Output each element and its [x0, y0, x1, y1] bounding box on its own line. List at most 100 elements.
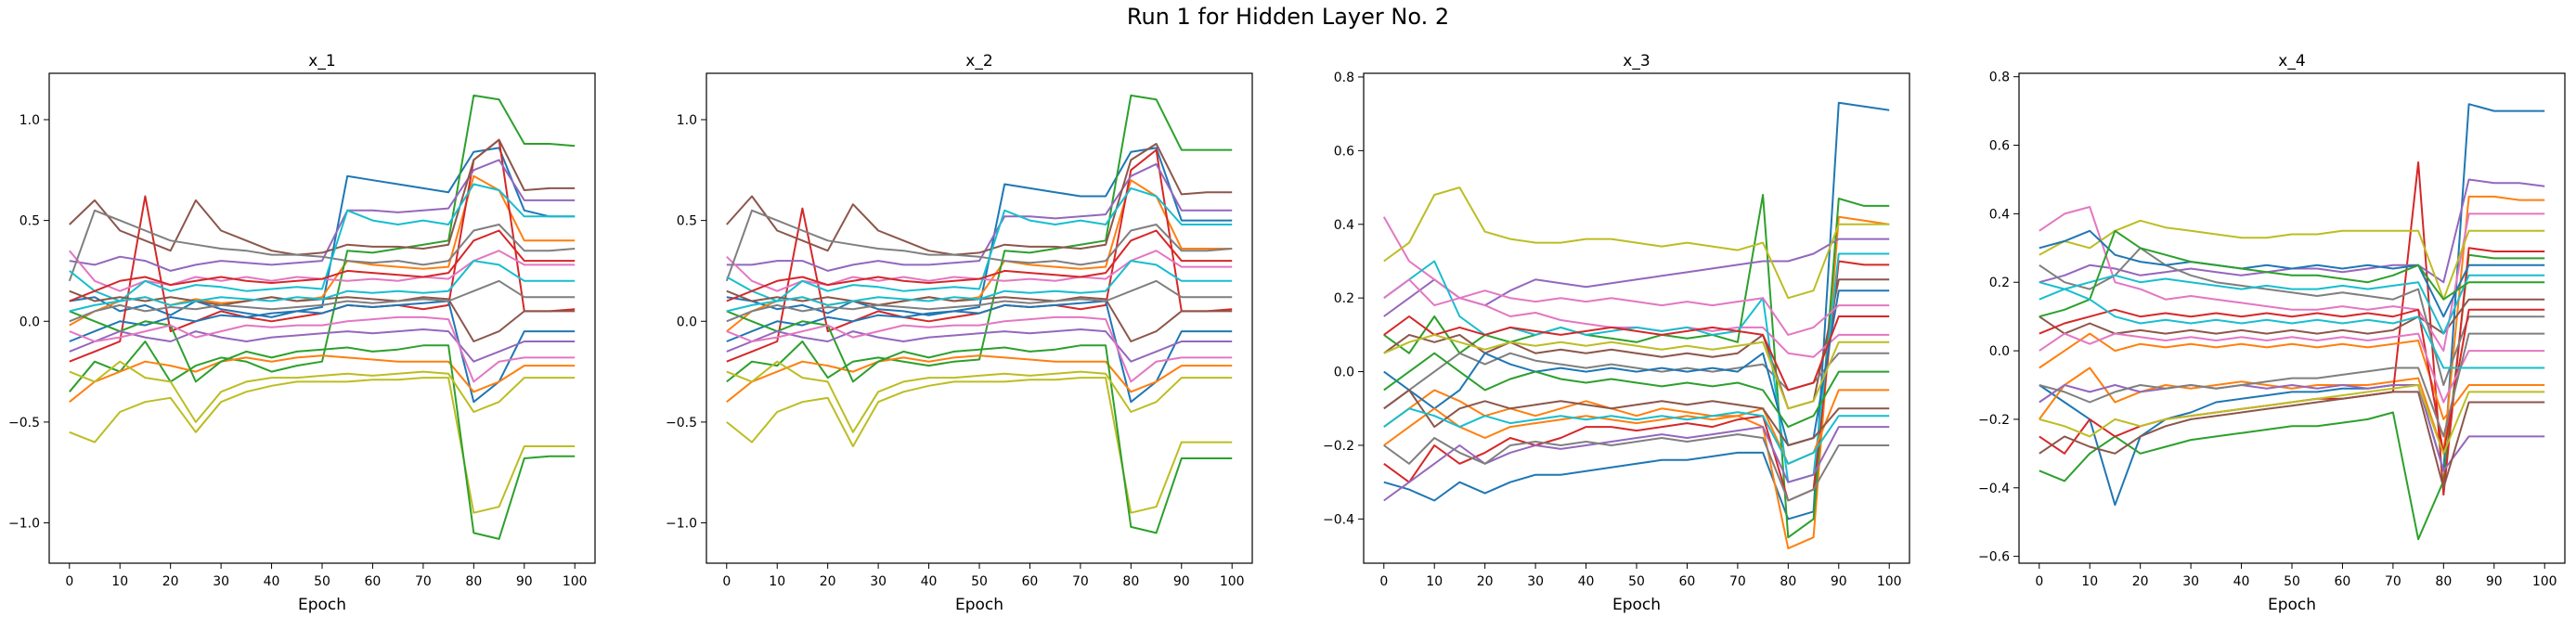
series-line-14 [1383, 315, 1890, 392]
x-tick-label: 60 [1679, 574, 1696, 589]
x-tick-label: 80 [2435, 574, 2452, 589]
subplot-title: x_2 [965, 52, 992, 71]
y-tick-label: 0.2 [1989, 276, 2010, 290]
series-line-18 [69, 279, 576, 323]
series-line-11 [2039, 229, 2545, 318]
subplot-2: 0 10 20 30 40 50 60 70 80 90 100 −1.0 −0.5 0.0 0.5 1.0 x… [666, 52, 1253, 614]
series-group [68, 94, 576, 540]
series-line-15 [726, 328, 1233, 363]
x-tick-label: 100 [1877, 574, 1902, 589]
y-tick-label: 0.6 [1989, 139, 2010, 154]
y-tick-label: 0.0 [677, 315, 697, 329]
series-line-4 [726, 148, 1233, 363]
x-tick-label: 60 [365, 574, 382, 589]
x-tick-label: 10 [1426, 574, 1443, 589]
series-line-9 [2039, 219, 2545, 301]
subplot-title: x_4 [2278, 52, 2305, 71]
series-line-19 [726, 360, 1233, 433]
x-tick-label: 50 [314, 574, 330, 589]
series-line-20 [2039, 281, 2545, 369]
series-line-20 [726, 260, 1233, 313]
series-group [2038, 103, 2545, 541]
series-line-19 [1383, 333, 1890, 410]
series-line-9 [726, 377, 1233, 514]
series-line-6 [726, 143, 1233, 256]
y-tick-label: −0.5 [666, 416, 697, 431]
x-tick-label: 70 [2385, 574, 2401, 589]
series-line-18 [1383, 433, 1890, 502]
plot-frame [48, 72, 596, 564]
x-tick-label: 0 [2035, 574, 2043, 589]
x-tick-label: 50 [971, 574, 988, 589]
series-line-20 [1383, 407, 1890, 465]
x-tick-label: 30 [213, 574, 229, 589]
x-tick-label: 0 [1379, 574, 1388, 589]
x-tick-label: 40 [2233, 574, 2250, 589]
series-line-1 [69, 147, 576, 318]
x-tick-label: 50 [1628, 574, 1645, 589]
series-line-13 [2039, 229, 2545, 318]
series-line-9 [69, 377, 576, 514]
x-tick-label: 70 [415, 574, 432, 589]
y-tick-label: 0.5 [677, 214, 697, 229]
x-tick-label: 70 [1729, 574, 1746, 589]
x-tick-label: 90 [516, 574, 533, 589]
subplot-3: 0 10 20 30 40 50 60 70 80 90 100 −0.4 −0.2 0.0 0.2 0.4 0… [1323, 52, 1910, 614]
subplot-4: 0 10 20 30 40 50 60 70 80 90 100 −0.6 −0.4 −0.2 0.0 0.2… [1978, 52, 2566, 614]
subplot-title: x_1 [308, 52, 335, 71]
series-line-6 [69, 138, 576, 256]
series-line-5 [726, 162, 1233, 272]
x-tick-label: 100 [1220, 574, 1245, 589]
x-tick-label: 10 [769, 574, 785, 589]
y-tick-label: 0.8 [1334, 71, 1354, 85]
x-tick-label: 20 [820, 574, 836, 589]
series-line-19 [2039, 384, 2545, 455]
y-tick-label: 0.8 [1989, 71, 2010, 85]
series-line-6 [2039, 298, 2545, 335]
x-tick-label: 40 [1578, 574, 1595, 589]
series-line-8 [725, 209, 1233, 282]
series-line-3 [2039, 253, 2545, 541]
x-tick-label: 10 [111, 574, 128, 589]
series-group [1382, 101, 1890, 550]
y-tick-label: 0.5 [19, 214, 40, 229]
x-tick-label: 20 [162, 574, 179, 589]
y-tick-label: 0.0 [1989, 344, 2010, 359]
series-line-10 [2039, 274, 2545, 335]
series-line-19 [69, 360, 576, 423]
series-line-10 [69, 183, 576, 302]
x-tick-label: 90 [1173, 574, 1190, 589]
series-line-12 [69, 354, 576, 403]
series-line-16 [2039, 391, 2545, 489]
y-tick-label: 0.4 [1334, 218, 1354, 233]
y-tick-label: −0.4 [1323, 512, 1354, 527]
x-tick-label: 40 [264, 574, 280, 589]
x-tick-label: 70 [1072, 574, 1089, 589]
y-tick-label: −0.2 [1323, 439, 1354, 454]
series-line-5 [69, 159, 576, 272]
series-line-10 [726, 186, 1233, 302]
x-axis-label: Epoch [1612, 596, 1661, 614]
y-tick-label: −0.5 [8, 416, 40, 431]
y-tick-label: −0.4 [1978, 482, 2010, 496]
x-tick-label: 100 [2532, 574, 2557, 589]
series-line-17 [69, 315, 576, 383]
series-line-16 [1383, 389, 1890, 446]
series-line-4 [2039, 161, 2545, 496]
series-line-7 [2039, 206, 2545, 353]
x-tick-label: 90 [1831, 574, 1847, 589]
y-tick-label: 1.0 [19, 113, 40, 128]
series-line-12 [726, 354, 1233, 403]
x-tick-label: 20 [2132, 574, 2149, 589]
series-line-15 [69, 328, 576, 363]
y-tick-label: 0.6 [1334, 144, 1354, 159]
x-tick-label: 30 [1527, 574, 1544, 589]
series-line-2 [726, 179, 1233, 332]
plot-frame [1363, 72, 1910, 564]
x-axis-label: Epoch [955, 596, 1003, 614]
x-tick-label: 60 [1022, 574, 1039, 589]
series-line-13 [726, 310, 1233, 534]
plot-frame [2018, 72, 2566, 564]
series-line-14 [2039, 308, 2545, 455]
series-line-3 [1383, 194, 1890, 539]
